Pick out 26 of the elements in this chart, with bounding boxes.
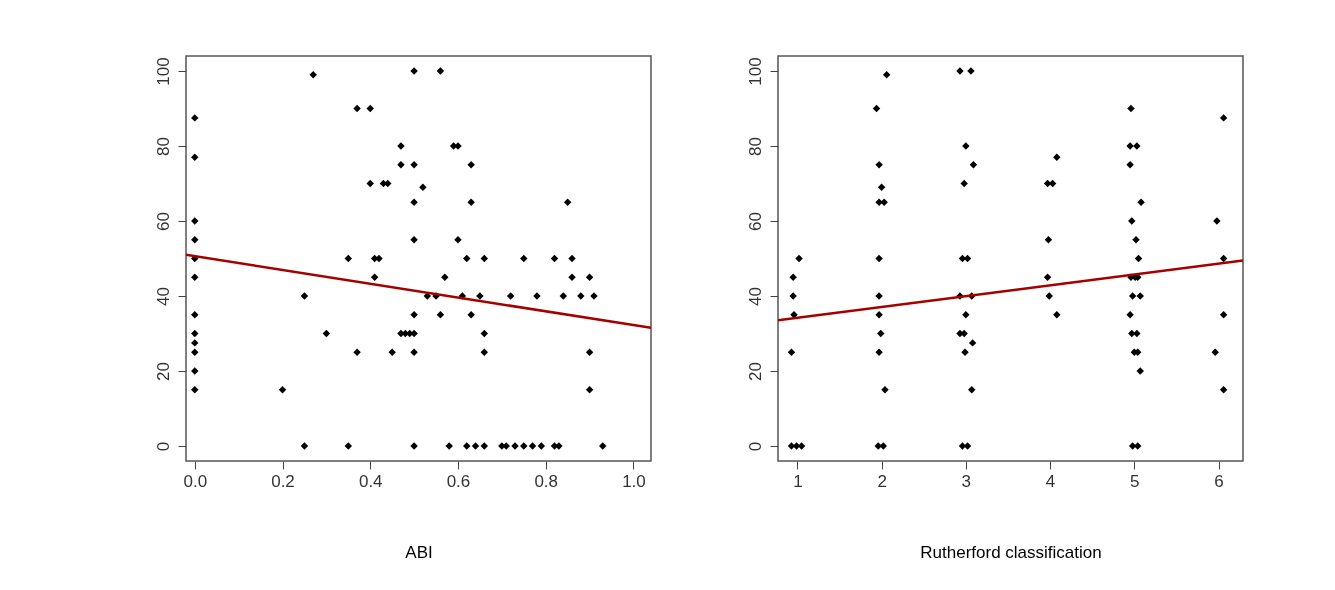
y-tick-label: 80 xyxy=(153,137,173,156)
y-tick-label: 60 xyxy=(745,212,765,231)
y-tick-label: 100 xyxy=(745,57,765,86)
x-tick-label: 4 xyxy=(1045,471,1056,491)
x-axis-title: ABI xyxy=(405,542,433,562)
y-tick-label: 100 xyxy=(153,57,173,86)
y-tick-label: 20 xyxy=(745,362,765,381)
y-tick-label: 40 xyxy=(745,287,765,306)
x-tick-label: 6 xyxy=(1214,471,1224,491)
x-tick-label: 0.8 xyxy=(534,471,559,491)
x-axis-title: Rutherford classification xyxy=(920,542,1102,562)
x-tick-label: 3 xyxy=(961,471,972,491)
x-tick-label: 1.0 xyxy=(622,471,646,491)
y-tick-label: 60 xyxy=(153,212,173,231)
x-tick-label: 0.2 xyxy=(271,471,295,491)
y-tick-label: 0 xyxy=(153,441,173,452)
y-tick-label: 0 xyxy=(745,441,765,452)
y-tick-label: 40 xyxy=(153,287,173,306)
x-tick-label: 5 xyxy=(1130,471,1140,491)
x-tick-label: 2 xyxy=(877,471,887,491)
x-tick-label: 0.6 xyxy=(446,471,471,491)
y-tick-label: 80 xyxy=(745,137,765,156)
y-tick-label: 20 xyxy=(153,362,173,381)
x-tick-label: 0.4 xyxy=(358,471,383,491)
x-tick-label: 1 xyxy=(793,471,803,491)
x-tick-label: 0.0 xyxy=(183,471,208,491)
